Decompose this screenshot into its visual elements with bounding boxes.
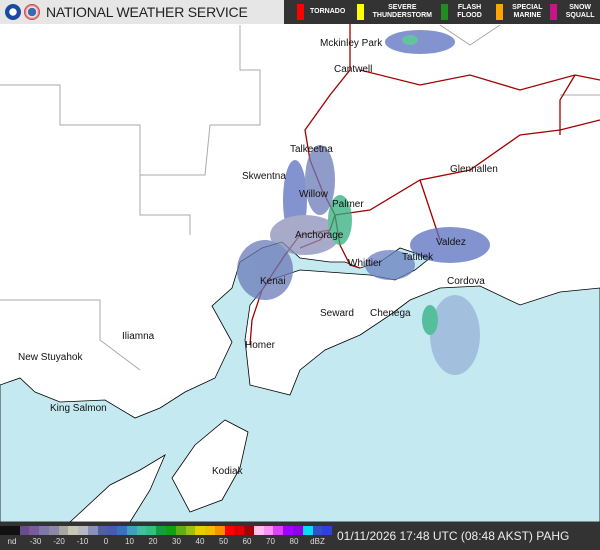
scale-swatch [273, 526, 284, 535]
scale-swatch [19, 526, 30, 535]
warning-snow-squall: SNOW SQUALL [550, 4, 600, 20]
city-label: New Stuyahok [18, 352, 83, 363]
scale-swatch [58, 526, 69, 535]
city-label: Willow [299, 189, 328, 200]
city-label: Kenai [260, 276, 286, 287]
scale-tick-label: 20 [148, 537, 158, 546]
scale-swatch [156, 526, 167, 535]
city-label: Whittier [348, 258, 382, 269]
warning-severe-thunderstorm: SEVERE THUNDERSTORM [356, 4, 441, 20]
scale-tick-label: -30 [29, 537, 42, 546]
alaska-peninsula [69, 454, 166, 522]
city-label: Palmer [332, 199, 364, 210]
scale-tick-label: 80 [289, 537, 299, 546]
radar-echoes [237, 30, 490, 375]
scale-swatch [283, 526, 293, 535]
header: NATIONAL WEATHER SERVICE [0, 0, 284, 24]
scale-tick-label: 70 [266, 537, 275, 546]
scale-swatch [87, 526, 98, 535]
scale-swatch [48, 526, 59, 535]
city-label: Cordova [447, 276, 485, 287]
scale-swatch [322, 526, 333, 535]
borders [0, 24, 600, 371]
city-label: Skwentna [242, 171, 286, 182]
city-label: Anchorage [295, 230, 344, 241]
footer: nd -30 -20 -10 0 10 20 30 40 50 60 70 80 dBZ 01/11/20… [0, 522, 600, 550]
scale-swatch [39, 526, 49, 535]
nws-logo [24, 4, 40, 20]
scale-swatch [185, 526, 196, 535]
city-label: Mckinley Park [320, 38, 383, 49]
water [0, 241, 600, 522]
warning-legend: TORNADO SEVERE THUNDERSTORM FLASH FLOOD … [284, 0, 600, 24]
scale-swatch [29, 526, 40, 535]
scale-tick-label: -10 [76, 537, 89, 546]
scale-swatch [195, 526, 206, 535]
scale-tick-label: dBZ [310, 537, 325, 546]
scale-swatch [136, 526, 147, 535]
scale-swatch [107, 526, 118, 535]
scale-swatch [205, 526, 215, 535]
radar-map[interactable] [0, 0, 600, 522]
city-label: Kodiak [212, 466, 243, 477]
scale-tick-label: nd [7, 537, 17, 546]
city-label: Glennallen [450, 164, 498, 175]
warning-tornado: TORNADO [297, 4, 357, 20]
city-label: Iliamna [122, 331, 155, 342]
scale-swatch [126, 526, 137, 535]
scale-swatch [117, 526, 127, 535]
scale-swatch [146, 526, 157, 535]
scale-tick-label: 0 [103, 537, 109, 546]
city-label: Chenega [370, 308, 411, 319]
scale-swatch [244, 526, 254, 535]
city-label: Valdez [436, 237, 466, 248]
scale-tick-label: -20 [53, 537, 65, 546]
scale-swatch [68, 526, 79, 535]
scale-swatch [234, 526, 245, 535]
header-title: NATIONAL WEATHER SERVICE [46, 4, 248, 20]
scale-swatch [253, 526, 264, 535]
scale-swatch [78, 526, 88, 535]
warning-flash-flood: FLASH FLOOD [440, 4, 497, 20]
scale-swatch [97, 526, 108, 535]
scale-swatch [302, 526, 313, 535]
city-label: Talkeetna [290, 144, 333, 155]
scale-tick-label: 30 [172, 537, 181, 546]
scale-tick-label: 50 [219, 537, 228, 546]
scale-tick-label: 10 [125, 537, 134, 546]
scale-swatch [166, 526, 176, 535]
warning-special-marine: SPECIAL MARINE [496, 4, 550, 20]
noaa-logo [5, 4, 21, 20]
scale-swatch [214, 526, 225, 535]
city-label: Cantwell [334, 64, 373, 75]
city-label: Homer [245, 340, 276, 351]
scale-swatch [312, 526, 323, 535]
scale-swatch [224, 526, 235, 535]
scale-swatch [0, 526, 10, 535]
city-label: King Salmon [50, 403, 107, 414]
scale-tick-label: 40 [195, 537, 205, 546]
timestamp: 01/11/2026 17:48 UTC (08:48 AKST) PAHG [337, 529, 570, 543]
dbz-color-scale [0, 526, 333, 535]
scale-swatch [9, 526, 20, 535]
scale-swatch [263, 526, 274, 535]
kodiak-island [171, 419, 249, 513]
dbz-scale-ticks: nd -30 -20 -10 0 10 20 30 40 50 60 70 80 dBZ [0, 537, 332, 549]
city-label: Tatitlek [402, 252, 434, 263]
city-label: Seward [320, 308, 354, 319]
scale-swatch [292, 526, 303, 535]
scale-tick-label: 60 [242, 537, 252, 546]
scale-swatch [175, 526, 186, 535]
